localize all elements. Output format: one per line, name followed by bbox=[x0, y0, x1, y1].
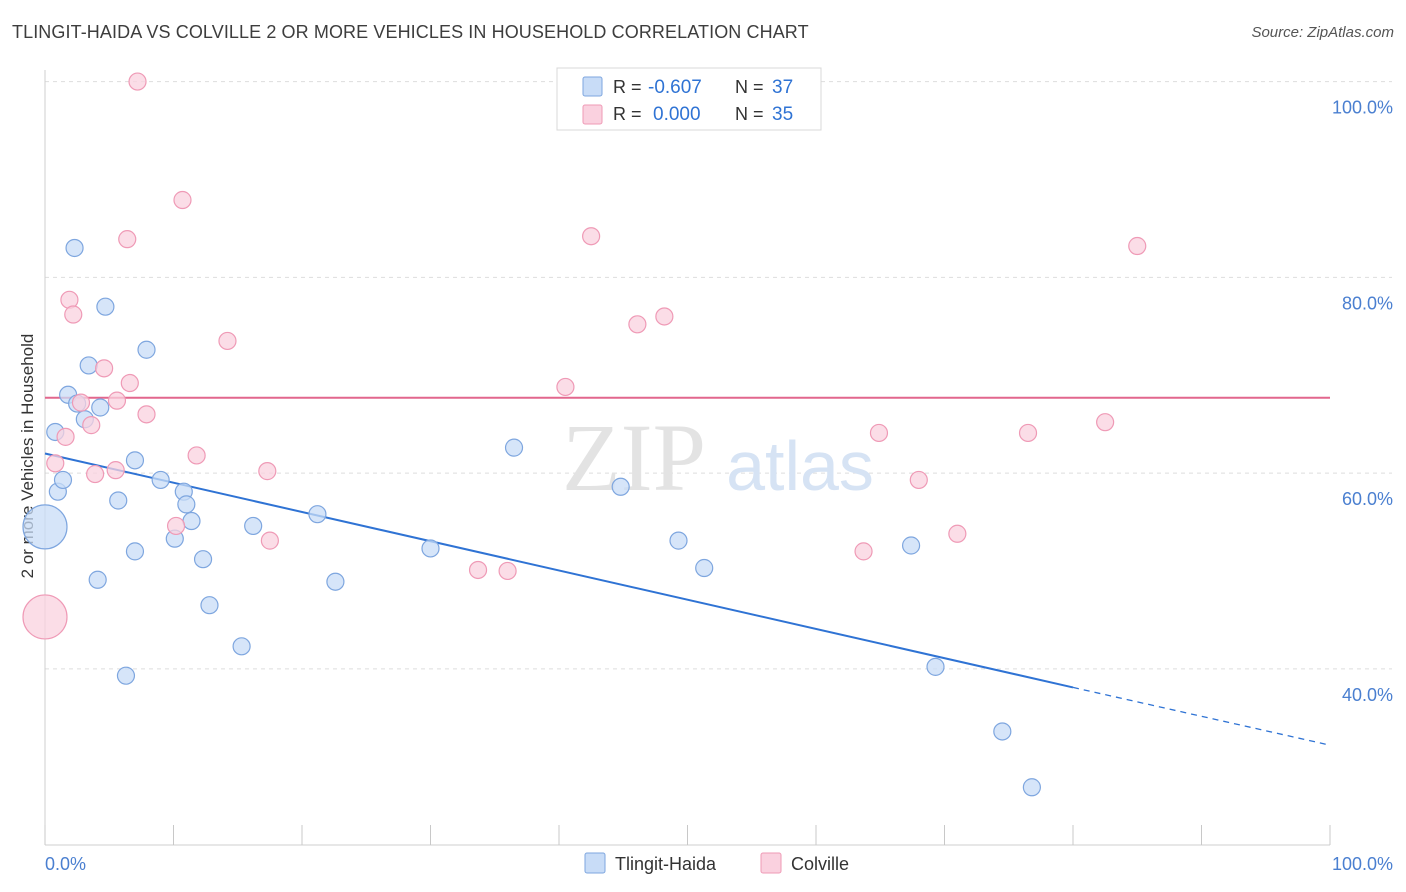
legend-n-value-1: 37 bbox=[772, 77, 793, 98]
tlingit-haida-point bbox=[901, 536, 921, 555]
legend-swatch-pink bbox=[582, 104, 603, 125]
colville-point bbox=[582, 227, 601, 246]
y-tick-label: 80.0% bbox=[1342, 293, 1393, 313]
series-legend: Tlingit-Haida Colville bbox=[584, 852, 849, 874]
x-tick-label-max: 100.0% bbox=[1332, 854, 1393, 874]
legend-swatch-blue bbox=[582, 76, 603, 97]
colville-point bbox=[166, 516, 186, 536]
tlingit-haida-point bbox=[125, 451, 145, 470]
colville-point bbox=[71, 393, 91, 412]
colville-point bbox=[107, 391, 127, 410]
tlingit-haida-point bbox=[308, 505, 327, 524]
colville-point bbox=[106, 461, 125, 480]
tlingit-haida-point bbox=[695, 558, 714, 578]
tlingit-haida-point bbox=[53, 470, 73, 490]
colville-point bbox=[137, 405, 156, 424]
colville-point bbox=[95, 359, 114, 378]
correlation-legend: R = -0.607 N = 37 R = 0.000 N = 35 bbox=[556, 67, 822, 131]
tlingit-haida-point bbox=[611, 477, 630, 496]
tlingit-haida-point bbox=[96, 297, 115, 316]
tlingit-haida-point bbox=[326, 572, 345, 591]
watermark-atlas: atlas bbox=[726, 427, 874, 505]
colville-point bbox=[1096, 413, 1115, 432]
colville-point bbox=[628, 315, 647, 334]
legend-r-value-2: 0.000 bbox=[653, 104, 701, 125]
trend-lines bbox=[44, 396, 1331, 746]
colville-point bbox=[187, 446, 206, 465]
tlingit-haida-trend-line bbox=[44, 452, 1074, 689]
tlingit-haida-point bbox=[1022, 778, 1041, 797]
source-credit: Source: ZipAtlas.com bbox=[1251, 24, 1394, 41]
legend-n-value-2: 35 bbox=[772, 104, 793, 125]
tlingit-haida-point bbox=[669, 531, 688, 550]
colville-point bbox=[1128, 236, 1147, 256]
series-swatch-tlingit-haida bbox=[584, 852, 606, 874]
tlingit-haida-point bbox=[116, 666, 136, 685]
colville-point bbox=[118, 230, 137, 249]
tlingit-haida-trend-extension bbox=[1072, 686, 1331, 746]
colville-point bbox=[56, 427, 75, 446]
colville-point bbox=[498, 561, 517, 581]
colville-point bbox=[64, 305, 83, 324]
tlingit-haida-point bbox=[232, 637, 251, 656]
colville-point bbox=[556, 377, 575, 397]
tlingit-haida-point bbox=[193, 550, 213, 569]
series-label-colville: Colville bbox=[791, 854, 849, 874]
colville-point bbox=[128, 72, 147, 91]
tlingit-haida-point bbox=[91, 398, 110, 417]
tlingit-haida-point bbox=[109, 491, 128, 510]
tlingit-haida-point bbox=[993, 722, 1012, 741]
colville-point bbox=[948, 524, 967, 543]
grid-lines bbox=[45, 81, 1392, 670]
tlingit-haida-point bbox=[182, 511, 201, 531]
tlingit-haida-point bbox=[65, 238, 84, 258]
y-tick-label: 100.0% bbox=[1332, 98, 1393, 118]
colville-point bbox=[854, 542, 873, 561]
tlingit-haida-point bbox=[421, 539, 440, 558]
series-swatch-colville bbox=[760, 852, 782, 874]
colville-point bbox=[260, 531, 279, 550]
colville-point bbox=[1018, 423, 1038, 443]
colville-point bbox=[869, 423, 889, 443]
legend-n-label-2: N = bbox=[735, 104, 764, 124]
colville-point bbox=[173, 190, 192, 210]
tlingit-haida-point bbox=[137, 340, 156, 359]
tlingit-haida-point bbox=[177, 495, 196, 514]
tlingit-haida-point bbox=[151, 470, 170, 490]
tlingit-haida-point bbox=[125, 542, 145, 561]
watermark: ZIP atlas bbox=[562, 404, 874, 511]
colville-point bbox=[909, 470, 928, 490]
legend-r-label-2: R = bbox=[613, 104, 642, 124]
legend-r-value-1: -0.607 bbox=[648, 77, 702, 98]
colville-point bbox=[218, 331, 237, 351]
tlingit-haida-point bbox=[79, 356, 98, 375]
y-tick-label: 60.0% bbox=[1342, 489, 1393, 509]
legend-n-label-1: N = bbox=[735, 77, 764, 97]
tlingit-haida-point bbox=[504, 438, 524, 457]
tlingit-haida-point bbox=[244, 516, 263, 536]
colville-point bbox=[120, 373, 139, 393]
tlingit-haida-point bbox=[200, 596, 219, 615]
colville-point bbox=[86, 464, 105, 484]
tick-labels: 40.0% 60.0% 80.0% 100.0% 0.0% 100.0% bbox=[45, 98, 1393, 874]
colville-point bbox=[22, 594, 68, 640]
tlingit-haida-point bbox=[22, 504, 68, 550]
tlingit-haida-point bbox=[88, 570, 107, 589]
colville-point bbox=[468, 560, 488, 580]
axes bbox=[44, 70, 1331, 846]
y-tick-label: 40.0% bbox=[1342, 685, 1393, 705]
colville-point bbox=[46, 454, 65, 473]
series-label-tlingit-haida: Tlingit-Haida bbox=[615, 854, 717, 874]
tlingit-haida-point bbox=[926, 657, 945, 676]
watermark-zip: ZIP bbox=[562, 404, 706, 511]
data-points bbox=[22, 72, 1147, 797]
chart-title: TLINGIT-HAIDA VS COLVILLE 2 OR MORE VEHI… bbox=[12, 22, 809, 42]
colville-point bbox=[258, 462, 277, 481]
x-tick-label-min: 0.0% bbox=[45, 854, 86, 874]
legend-r-label-1: R = bbox=[613, 77, 642, 97]
colville-point bbox=[655, 307, 674, 326]
colville-point bbox=[82, 416, 101, 435]
